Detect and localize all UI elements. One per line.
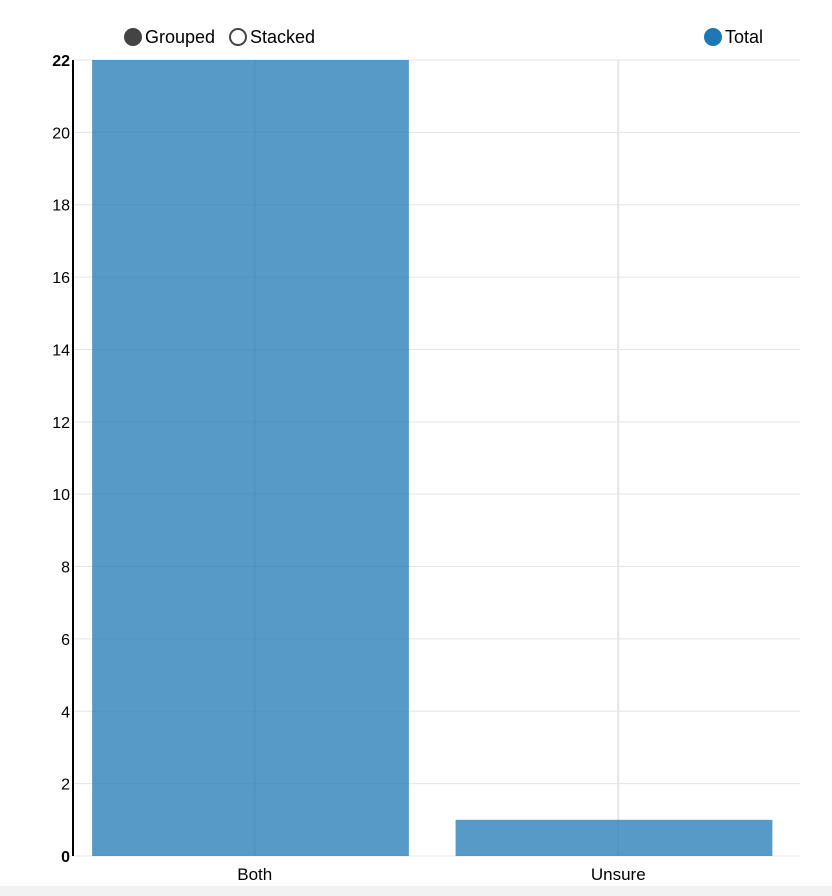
y-tick-label: 4: [61, 704, 70, 721]
legend-item-total[interactable]: Total: [704, 24, 763, 50]
bar-layer: [92, 60, 773, 856]
legend-row: Grouped Stacked Total: [0, 24, 832, 50]
bar[interactable]: [92, 60, 409, 856]
x-tick-label: Both: [237, 865, 272, 884]
y-tick-label: 20: [52, 125, 70, 142]
series-dot-icon: [704, 28, 722, 46]
legend-label-total: Total: [725, 26, 764, 47]
radio-unselected-icon: [229, 28, 247, 46]
y-tick-label: 10: [52, 487, 70, 504]
y-tick-label: 14: [52, 342, 70, 359]
y-tick-label: 8: [61, 560, 70, 577]
y-tick-label: 22: [52, 53, 70, 70]
bar[interactable]: [455, 819, 773, 856]
footer-strip: [0, 886, 832, 896]
radio-selected-icon: [124, 28, 142, 46]
stacked-toggle[interactable]: Stacked: [229, 24, 315, 50]
y-tick-label: 0: [61, 849, 70, 866]
grouped-label: Grouped: [145, 26, 216, 47]
y-tick-label: 12: [52, 415, 70, 432]
x-tick-label: Unsure: [591, 865, 646, 884]
grouped-toggle[interactable]: Grouped: [124, 24, 215, 50]
stacked-label: Stacked: [250, 26, 316, 47]
y-tick-label: 16: [52, 270, 70, 287]
y-tick-label: 18: [52, 198, 70, 215]
axis-layer: 0 2 4 6 8 10 12 14 16 18 20 22 Both Unsure: [52, 53, 645, 884]
y-tick-label: 2: [61, 777, 70, 794]
y-tick-label: 6: [61, 632, 70, 649]
